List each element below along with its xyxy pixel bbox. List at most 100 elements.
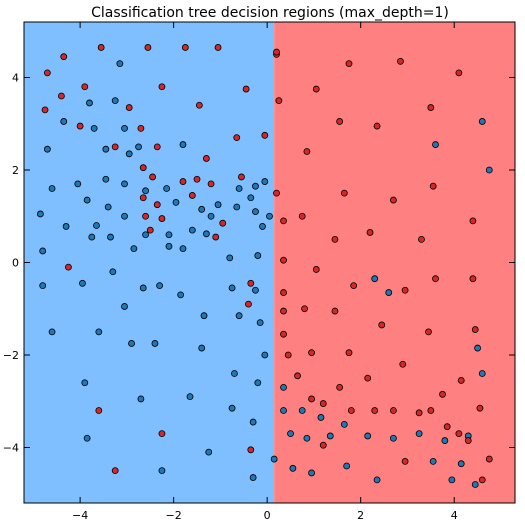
point-class-0: [93, 222, 100, 229]
point-class-1: [95, 407, 103, 414]
point-class-0: [270, 455, 278, 463]
point-class-0: [478, 118, 486, 125]
point-class-1: [207, 180, 215, 188]
point-class-1: [471, 326, 479, 333]
point-class-1: [125, 104, 133, 111]
point-class-0: [235, 312, 243, 320]
point-class-0: [111, 97, 119, 105]
point-class-1: [432, 275, 439, 283]
decision-region-class-1: [274, 22, 515, 503]
point-class-0: [198, 205, 206, 213]
point-class-0: [298, 407, 306, 414]
point-class-0: [142, 187, 149, 195]
point-class-0: [88, 233, 96, 241]
point-class-1: [65, 263, 72, 271]
point-class-0: [121, 180, 128, 188]
point-class-1: [193, 175, 201, 183]
point-class-0: [90, 124, 98, 132]
point-class-0: [188, 226, 196, 234]
point-class-1: [485, 455, 493, 463]
point-class-1: [390, 196, 397, 204]
x-tick-label: −2: [166, 509, 182, 519]
point-class-1: [233, 134, 241, 142]
point-class-1: [312, 266, 320, 273]
point-class-0: [165, 242, 173, 250]
point-class-0: [39, 282, 47, 290]
point-class-0: [448, 476, 456, 484]
point-class-1: [153, 201, 161, 209]
point-class-0: [81, 379, 89, 387]
point-class-1: [219, 219, 227, 227]
point-class-1: [97, 44, 105, 51]
point-class-1: [455, 430, 463, 438]
y-tick-label: −4: [3, 442, 19, 455]
point-class-1: [478, 476, 486, 484]
point-class-0: [156, 282, 164, 290]
point-class-1: [401, 457, 409, 465]
point-class-1: [202, 155, 210, 162]
point-class-0: [121, 303, 128, 310]
scatter-points: [36, 44, 493, 488]
point-class-1: [158, 83, 166, 91]
point-class-0: [202, 230, 210, 238]
point-class-0: [235, 185, 243, 192]
point-class-1: [347, 407, 355, 414]
point-class-0: [233, 203, 241, 211]
point-class-1: [280, 256, 287, 264]
point-class-0: [125, 150, 133, 158]
point-class-0: [205, 448, 213, 456]
point-class-0: [261, 178, 269, 185]
point-class-0: [121, 124, 128, 132]
point-class-1: [212, 233, 220, 241]
point-class-1: [427, 407, 435, 414]
point-class-1: [425, 328, 432, 336]
point-class-1: [179, 178, 187, 185]
point-class-0: [457, 460, 465, 468]
point-class-0: [151, 340, 159, 347]
point-class-1: [195, 101, 203, 109]
point-class-1: [273, 48, 280, 56]
point-class-1: [139, 194, 147, 202]
point-class-0: [287, 430, 294, 438]
point-class-1: [308, 349, 315, 357]
point-class-0: [214, 201, 222, 209]
point-class-1: [111, 143, 119, 151]
point-class-1: [284, 351, 292, 359]
point-class-0: [48, 185, 56, 192]
point-class-0: [249, 474, 257, 481]
point-class-0: [259, 223, 266, 230]
point-class-0: [102, 145, 110, 153]
point-class-1: [81, 83, 89, 91]
point-class-0: [256, 319, 264, 327]
point-class-0: [107, 233, 114, 241]
x-tick-label: −4: [72, 509, 88, 519]
point-class-1: [303, 148, 311, 155]
point-class-1: [397, 57, 404, 65]
point-class-0: [36, 210, 44, 218]
point-class-0: [39, 247, 47, 255]
point-class-0: [261, 351, 269, 359]
x-tick-label: 0: [264, 509, 271, 519]
point-class-0: [252, 286, 259, 294]
point-class-0: [252, 208, 259, 216]
point-class-0: [228, 284, 236, 292]
point-class-1: [273, 189, 280, 197]
point-class-0: [289, 464, 297, 472]
point-class-1: [158, 430, 166, 438]
point-class-1: [336, 383, 344, 391]
point-class-0: [226, 254, 234, 262]
point-class-0: [390, 434, 397, 442]
point-class-0: [254, 379, 262, 387]
point-class-0: [128, 340, 135, 347]
point-class-1: [280, 289, 287, 296]
point-class-0: [109, 268, 117, 276]
point-class-0: [207, 212, 215, 220]
point-class-1: [390, 407, 397, 414]
point-class-0: [177, 291, 185, 299]
point-class-0: [165, 231, 173, 239]
point-class-1: [301, 305, 308, 313]
point-class-0: [471, 481, 479, 488]
point-class-1: [373, 122, 381, 130]
